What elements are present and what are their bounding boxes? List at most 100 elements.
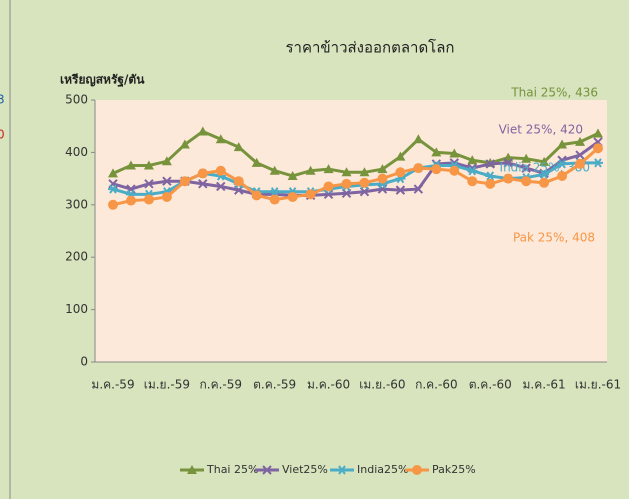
marker bbox=[431, 147, 442, 157]
marker bbox=[198, 179, 208, 189]
marker bbox=[395, 185, 406, 195]
marker bbox=[539, 156, 550, 166]
marker bbox=[575, 150, 585, 160]
marker bbox=[251, 157, 262, 167]
marker bbox=[593, 158, 603, 168]
marker bbox=[341, 178, 352, 189]
marker bbox=[287, 191, 298, 202]
marker bbox=[215, 134, 226, 144]
marker bbox=[431, 164, 442, 175]
marker bbox=[197, 168, 208, 179]
marker bbox=[125, 160, 136, 170]
marker bbox=[449, 148, 460, 158]
data-label: Viet 25%, 420 bbox=[499, 123, 583, 137]
y-tick-label: 500 bbox=[65, 93, 88, 107]
legend-label: Pak25% bbox=[432, 463, 476, 476]
side-text: 0 bbox=[0, 128, 5, 142]
x-tick-label: ม.ค.-61 bbox=[523, 378, 566, 392]
legend-marker bbox=[262, 465, 272, 475]
marker bbox=[503, 173, 514, 184]
marker bbox=[503, 158, 513, 168]
data-label: Thai 25%, 436 bbox=[510, 86, 598, 100]
marker bbox=[108, 184, 118, 194]
marker bbox=[305, 165, 316, 175]
legend-label: Viet25% bbox=[282, 463, 328, 476]
marker bbox=[467, 176, 478, 187]
marker bbox=[197, 126, 208, 136]
marker bbox=[521, 176, 532, 187]
marker bbox=[305, 189, 316, 200]
marker bbox=[251, 190, 262, 201]
legend-label: Thai 25% bbox=[206, 463, 258, 476]
series-line bbox=[112, 147, 599, 207]
x-tick-label: ก.ค.-59 bbox=[200, 378, 243, 392]
marker bbox=[161, 156, 172, 166]
marker bbox=[269, 165, 280, 175]
marker bbox=[593, 143, 603, 154]
x-tick-label: ม.ค.-59 bbox=[91, 378, 134, 392]
marker bbox=[575, 136, 586, 146]
x-tick-label: ต.ค.-59 bbox=[253, 378, 296, 392]
chart-title: ราคาข้าวส่งออกตลาดโลก bbox=[285, 39, 454, 57]
marker bbox=[143, 160, 154, 170]
plot-area bbox=[95, 100, 607, 362]
marker bbox=[521, 153, 532, 163]
legend-marker bbox=[412, 465, 422, 475]
marker bbox=[485, 159, 495, 169]
marker bbox=[161, 191, 172, 202]
marker bbox=[557, 159, 568, 169]
y-tick-label: 200 bbox=[65, 250, 88, 264]
marker bbox=[575, 158, 586, 169]
marker bbox=[485, 171, 496, 181]
legend-marker bbox=[187, 465, 197, 474]
marker bbox=[557, 139, 568, 149]
marker bbox=[395, 151, 406, 161]
marker bbox=[413, 184, 424, 194]
marker bbox=[108, 168, 118, 178]
marker bbox=[179, 139, 190, 149]
series-line bbox=[112, 129, 599, 178]
marker bbox=[557, 170, 568, 181]
marker bbox=[413, 163, 424, 174]
marker bbox=[108, 199, 118, 210]
data-label: Pak 25%, 408 bbox=[513, 231, 595, 245]
x-tick-label: ม.ค.-60 bbox=[307, 378, 350, 392]
marker bbox=[359, 177, 370, 188]
x-tick-label: เม.ย.-61 bbox=[575, 378, 621, 392]
marker bbox=[287, 170, 298, 180]
legend-marker bbox=[337, 465, 347, 475]
x-tick-label: เม.ย.-59 bbox=[144, 378, 190, 392]
marker bbox=[233, 142, 244, 152]
y-tick-label: 0 bbox=[80, 355, 88, 369]
marker bbox=[395, 167, 406, 178]
x-tick-label: เม.ย.-60 bbox=[359, 378, 405, 392]
marker bbox=[539, 169, 550, 180]
marker bbox=[215, 165, 226, 176]
marker bbox=[269, 194, 280, 205]
marker bbox=[341, 167, 352, 177]
marker bbox=[377, 164, 388, 174]
marker bbox=[323, 164, 334, 174]
series-line bbox=[112, 140, 599, 197]
marker bbox=[485, 178, 496, 189]
marker bbox=[359, 167, 370, 177]
marker bbox=[467, 166, 478, 176]
side-text: 3 bbox=[0, 93, 5, 107]
marker bbox=[216, 181, 226, 192]
marker bbox=[467, 155, 478, 165]
y-axis-label: เหรียญสหรัฐ/ตัน bbox=[60, 73, 145, 88]
marker bbox=[269, 187, 280, 197]
y-tick-label: 300 bbox=[65, 197, 88, 211]
marker bbox=[179, 176, 190, 187]
y-tick-label: 400 bbox=[65, 145, 88, 159]
x-tick-label: ต.ค.-60 bbox=[469, 378, 512, 392]
legend-label: India25% bbox=[357, 463, 408, 476]
marker bbox=[323, 181, 334, 192]
y-tick-label: 100 bbox=[65, 302, 88, 316]
marker bbox=[144, 179, 154, 189]
marker bbox=[593, 128, 603, 138]
marker bbox=[521, 163, 531, 173]
marker bbox=[233, 176, 244, 187]
marker bbox=[413, 134, 424, 144]
